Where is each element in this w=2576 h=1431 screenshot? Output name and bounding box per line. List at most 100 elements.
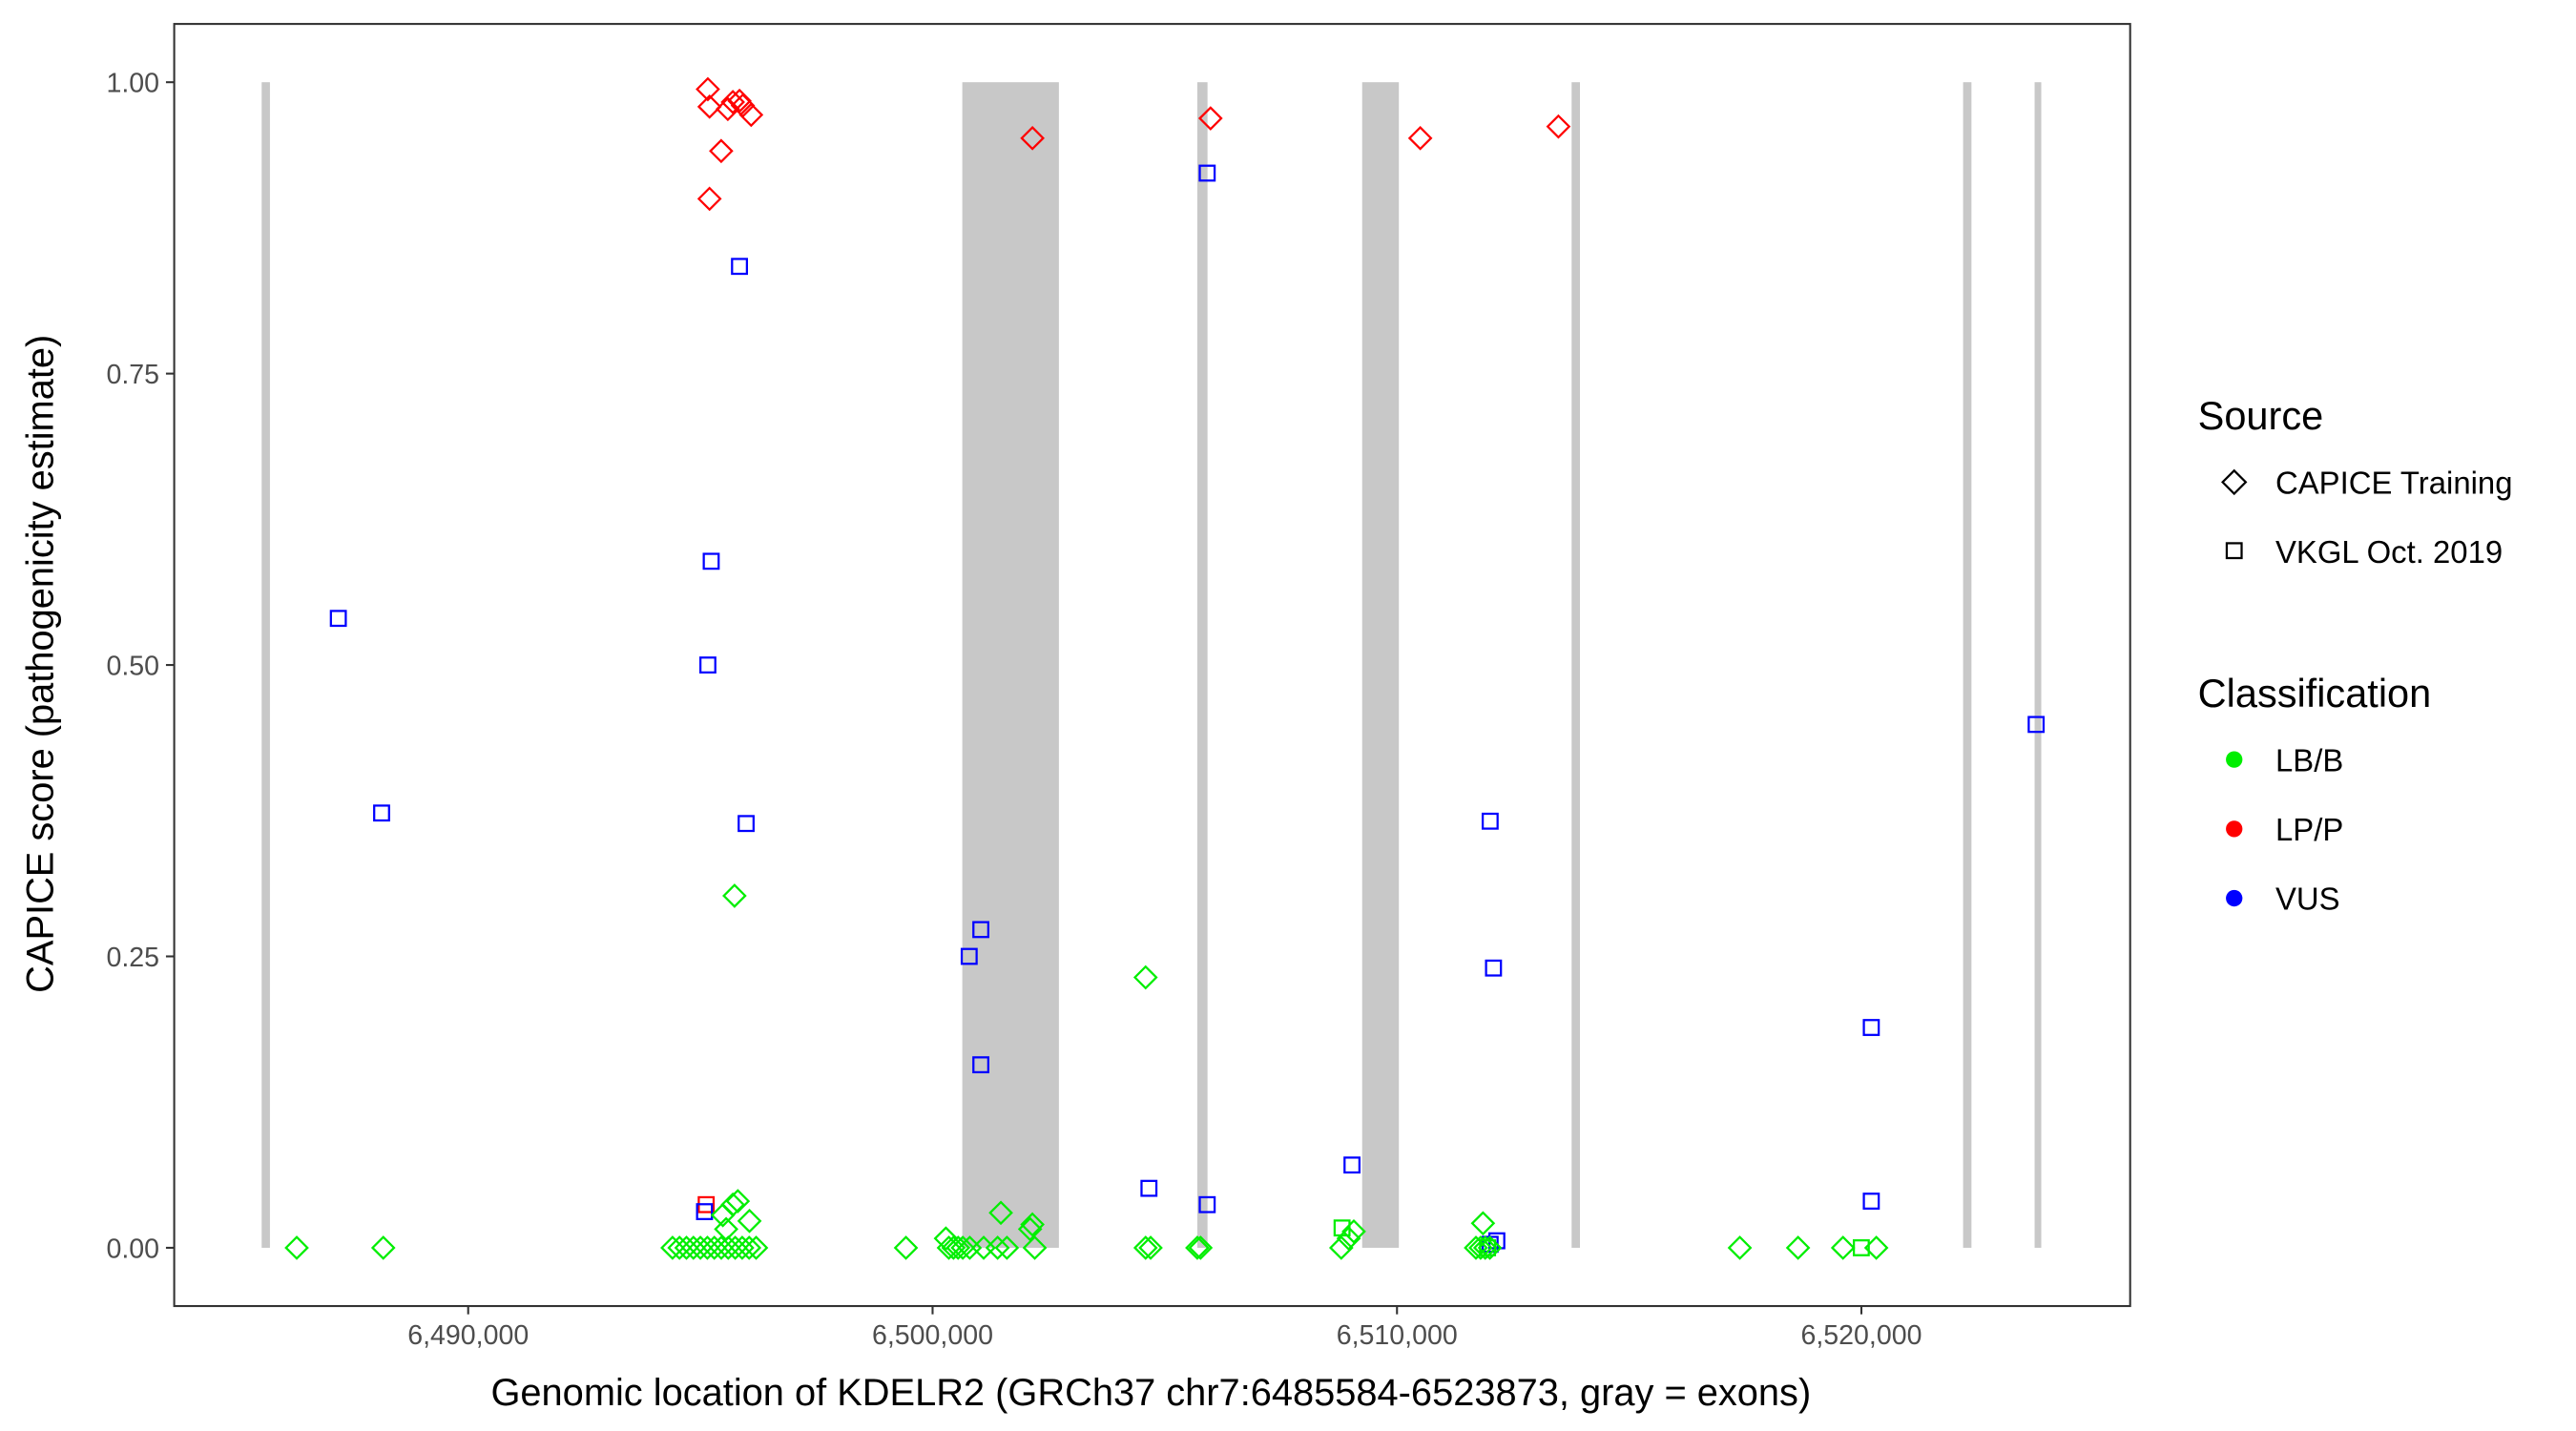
exon-bands (261, 82, 2042, 1248)
legend-vus-dot-icon (2226, 889, 2243, 907)
data-point-diamond (730, 1235, 755, 1260)
data-point-diamond (743, 1235, 769, 1260)
data-point-diamond (701, 1235, 727, 1260)
data-point-square (696, 1203, 714, 1220)
data-point-diamond (1188, 1235, 1214, 1260)
data-point-diamond (933, 1226, 959, 1252)
data-point-diamond (1020, 125, 1045, 151)
data-point-diamond (1132, 964, 1158, 990)
data-point-diamond (709, 1235, 734, 1260)
data-point-square (329, 610, 347, 628)
legend-diamond-icon (2221, 468, 2248, 496)
data-point-diamond (1132, 1235, 1158, 1260)
legend-lpp-dot-icon (2226, 820, 2243, 838)
data-point-diamond (1020, 1212, 1045, 1237)
data-point-diamond (725, 1189, 751, 1213)
data-point-diamond (714, 1216, 738, 1242)
y-tick-label: 0.00 (106, 1234, 159, 1264)
data-point-diamond (370, 1235, 396, 1260)
data-point-diamond (1470, 1211, 1496, 1236)
data-point-diamond (688, 1235, 713, 1260)
data-point-square (1485, 959, 1503, 977)
data-point-diamond (716, 1235, 741, 1260)
legend: Source CAPICE Training VKGL Oct. 2019 Cl… (2198, 393, 2513, 917)
data-point-diamond (709, 138, 734, 164)
data-point-square (1333, 1219, 1351, 1237)
data-point-diamond (1546, 114, 1571, 139)
data-point-diamond (985, 1235, 1010, 1260)
y-axis: 0.00 0.25 0.50 0.75 1.00 (106, 69, 175, 1264)
data-point-square (2027, 716, 2046, 734)
legend-source-vkgl: VKGL Oct. 2019 (2275, 534, 2503, 570)
data-point-diamond (1328, 1235, 1354, 1260)
data-point-diamond (696, 76, 720, 102)
data-point-square (731, 258, 748, 276)
y-tick-label: 1.00 (106, 69, 159, 99)
data-point-diamond (1477, 1235, 1503, 1260)
data-point-diamond (737, 1235, 762, 1260)
data-point-diamond (738, 102, 764, 128)
y-tick-label: 0.25 (106, 943, 159, 973)
data-point-square (1343, 1156, 1361, 1174)
exon-band (1963, 82, 1972, 1248)
plot-panel-border (173, 23, 2131, 1308)
data-point-diamond (1472, 1235, 1498, 1260)
data-point-diamond (680, 1235, 706, 1260)
x-tick-label: 6,520,000 (1801, 1320, 1922, 1351)
data-point-diamond (1341, 1218, 1366, 1244)
data-point-diamond (1138, 1235, 1163, 1260)
data-point-diamond (1022, 1235, 1048, 1260)
data-point-diamond (696, 94, 722, 119)
data-point-diamond (710, 1202, 736, 1228)
exon-band (261, 82, 270, 1248)
data-point-square (1862, 1019, 1880, 1036)
data-point-diamond (1468, 1235, 1493, 1260)
legend-class-lpp: LP/P (2275, 812, 2343, 847)
data-point-diamond (1185, 1235, 1210, 1260)
data-point-diamond (1727, 1235, 1753, 1260)
data-points (284, 76, 2046, 1260)
exon-band (1571, 82, 1581, 1248)
data-point-diamond (941, 1235, 966, 1260)
data-point-square (1198, 1195, 1216, 1213)
data-point-square (1479, 1239, 1497, 1256)
data-point-diamond (720, 1192, 745, 1217)
y-axis-title: CAPICE score (pathogenicity estimate) (19, 335, 61, 993)
data-point-diamond (284, 1235, 309, 1260)
data-point-diamond (945, 1235, 971, 1260)
x-axis-title: Genomic location of KDELR2 (GRCh37 chr7:… (490, 1372, 1811, 1414)
x-tick-label: 6,490,000 (407, 1320, 529, 1351)
data-point-square (1852, 1239, 1870, 1256)
y-tick-label: 0.50 (106, 651, 159, 681)
data-point-square (699, 656, 717, 674)
data-point-square (1481, 812, 1499, 830)
y-tick-label: 0.75 (106, 360, 159, 390)
exon-band (1361, 82, 1400, 1248)
x-tick-label: 6,510,000 (1337, 1320, 1458, 1351)
x-axis: 6,490,000 6,500,000 6,510,000 6,520,000 (407, 1306, 1922, 1351)
data-point-square (972, 1056, 989, 1074)
data-point-square (737, 815, 755, 833)
legend-classification-title: Classification (2198, 671, 2432, 716)
data-point-diamond (660, 1235, 685, 1260)
exon-band (1196, 82, 1208, 1248)
data-point-square (972, 921, 989, 939)
legend-square-icon (2225, 542, 2243, 560)
data-point-diamond (696, 186, 722, 212)
data-point-diamond (722, 1235, 748, 1260)
legend-class-lbb: LB/B (2275, 742, 2343, 778)
x-tick-label: 6,500,000 (872, 1320, 993, 1351)
data-point-diamond (1197, 106, 1223, 131)
data-point-diamond (988, 1200, 1013, 1226)
data-point-diamond (722, 883, 747, 908)
data-point-square (960, 947, 978, 965)
exon-band (962, 82, 1059, 1248)
data-point-square (1198, 164, 1216, 182)
data-point-diamond (1830, 1235, 1856, 1260)
data-point-square (1862, 1192, 1880, 1210)
data-point-square (1140, 1179, 1158, 1197)
data-point-square (373, 804, 390, 822)
data-point-diamond (893, 1235, 919, 1260)
data-point-diamond (667, 1235, 693, 1260)
